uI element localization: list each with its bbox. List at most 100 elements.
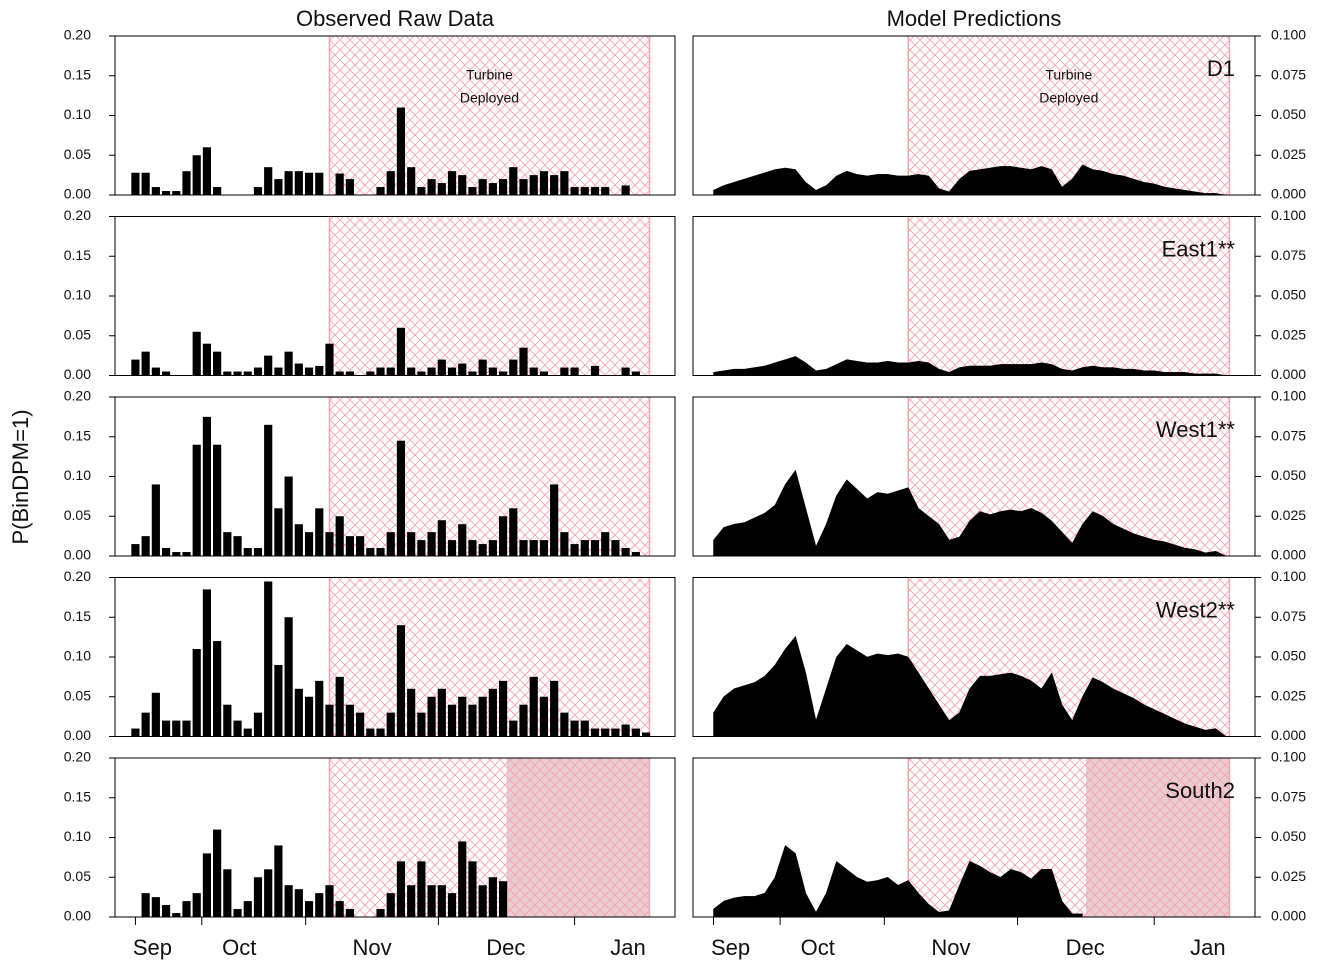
bar bbox=[488, 540, 497, 556]
bar bbox=[437, 520, 446, 556]
bar bbox=[539, 540, 549, 556]
bar bbox=[437, 885, 446, 917]
bar bbox=[243, 548, 252, 556]
bar bbox=[335, 901, 344, 917]
bar bbox=[376, 187, 385, 195]
panel-name: D1 bbox=[1207, 56, 1235, 81]
y-tick-label: 0.050 bbox=[1271, 467, 1306, 483]
y-tick-label: 0.050 bbox=[1271, 648, 1306, 664]
y-tick-label: 0.025 bbox=[1271, 868, 1306, 884]
turbine-region bbox=[908, 216, 1230, 376]
bar bbox=[253, 367, 263, 376]
bar bbox=[488, 367, 497, 376]
bar bbox=[499, 881, 508, 917]
bar bbox=[447, 540, 457, 556]
bar bbox=[274, 508, 283, 556]
bar bbox=[141, 712, 150, 737]
bar bbox=[621, 185, 630, 195]
bar bbox=[161, 720, 171, 737]
bar bbox=[386, 532, 395, 556]
bar bbox=[570, 187, 579, 195]
bar bbox=[213, 641, 222, 737]
bar bbox=[407, 885, 416, 917]
y-tick-label: 0.000 bbox=[1271, 908, 1306, 924]
bar bbox=[264, 869, 273, 917]
bar bbox=[396, 440, 406, 556]
bar bbox=[233, 720, 242, 737]
bar bbox=[325, 704, 334, 737]
bar bbox=[580, 187, 589, 195]
bar bbox=[233, 371, 242, 376]
panel-name: West1** bbox=[1156, 417, 1236, 442]
bar bbox=[131, 544, 140, 556]
x-tick-label: Oct bbox=[222, 935, 256, 960]
y-tick-label: 0.075 bbox=[1271, 788, 1306, 804]
bar bbox=[161, 191, 171, 195]
panel-name: East1** bbox=[1162, 236, 1236, 261]
y-tick-label: 0.10 bbox=[64, 106, 91, 122]
bar bbox=[304, 367, 314, 376]
bar bbox=[284, 476, 293, 556]
bar bbox=[345, 704, 354, 737]
bar bbox=[550, 680, 559, 737]
bar bbox=[499, 516, 508, 556]
bar bbox=[366, 728, 375, 737]
y-tick-label: 0.15 bbox=[64, 66, 91, 82]
y-tick-label: 0.050 bbox=[1271, 828, 1306, 844]
bar bbox=[376, 728, 385, 737]
bar bbox=[366, 371, 375, 376]
bar bbox=[243, 901, 252, 917]
bar bbox=[499, 179, 508, 195]
bar bbox=[396, 327, 406, 376]
y-tick-label: 0.075 bbox=[1271, 66, 1306, 82]
bar bbox=[519, 704, 528, 737]
bar bbox=[417, 861, 426, 917]
bar bbox=[509, 508, 518, 556]
bar bbox=[519, 347, 528, 376]
y-tick-label: 0.100 bbox=[1271, 27, 1306, 43]
turbine-region bbox=[908, 36, 1230, 195]
area bbox=[713, 635, 1227, 737]
y-tick-label: 0.100 bbox=[1271, 568, 1306, 584]
y-tick-label: 0.10 bbox=[64, 828, 91, 844]
bar bbox=[478, 179, 487, 195]
turbine-region bbox=[329, 397, 650, 556]
bar bbox=[427, 179, 436, 195]
bar bbox=[509, 167, 518, 195]
bar bbox=[509, 359, 518, 376]
bar bbox=[631, 552, 640, 556]
bar bbox=[192, 331, 201, 376]
column-title: Model Predictions bbox=[887, 6, 1062, 31]
bar bbox=[213, 351, 222, 376]
bar bbox=[376, 909, 385, 917]
y-tick-label: 0.15 bbox=[64, 427, 91, 443]
bar bbox=[264, 581, 273, 737]
bar bbox=[345, 909, 354, 917]
bar bbox=[478, 359, 487, 376]
bar bbox=[621, 548, 630, 556]
x-tick-label: Dec bbox=[1066, 935, 1105, 960]
bar bbox=[325, 532, 334, 556]
bar bbox=[376, 548, 385, 556]
y-tick-label: 0.100 bbox=[1271, 749, 1306, 765]
bar bbox=[202, 343, 211, 376]
y-tick-label: 0.00 bbox=[64, 727, 91, 743]
bar bbox=[529, 540, 538, 556]
y-tick-label: 0.05 bbox=[64, 146, 91, 162]
y-tick-label: 0.00 bbox=[64, 366, 91, 382]
bar bbox=[356, 712, 365, 737]
bar bbox=[192, 444, 201, 556]
bar bbox=[223, 704, 232, 737]
y-tick-label: 0.025 bbox=[1271, 687, 1306, 703]
bar bbox=[131, 359, 140, 376]
bar bbox=[550, 175, 559, 195]
bar bbox=[161, 371, 171, 376]
bar bbox=[488, 183, 497, 195]
y-tick-label: 0.10 bbox=[64, 467, 91, 483]
y-tick-label: 0.050 bbox=[1271, 106, 1306, 122]
y-tick-label: 0.15 bbox=[64, 247, 91, 263]
bar bbox=[407, 688, 416, 737]
bar bbox=[304, 532, 314, 556]
y-tick-label: 0.075 bbox=[1271, 608, 1306, 624]
y-tick-label: 0.20 bbox=[64, 749, 91, 765]
